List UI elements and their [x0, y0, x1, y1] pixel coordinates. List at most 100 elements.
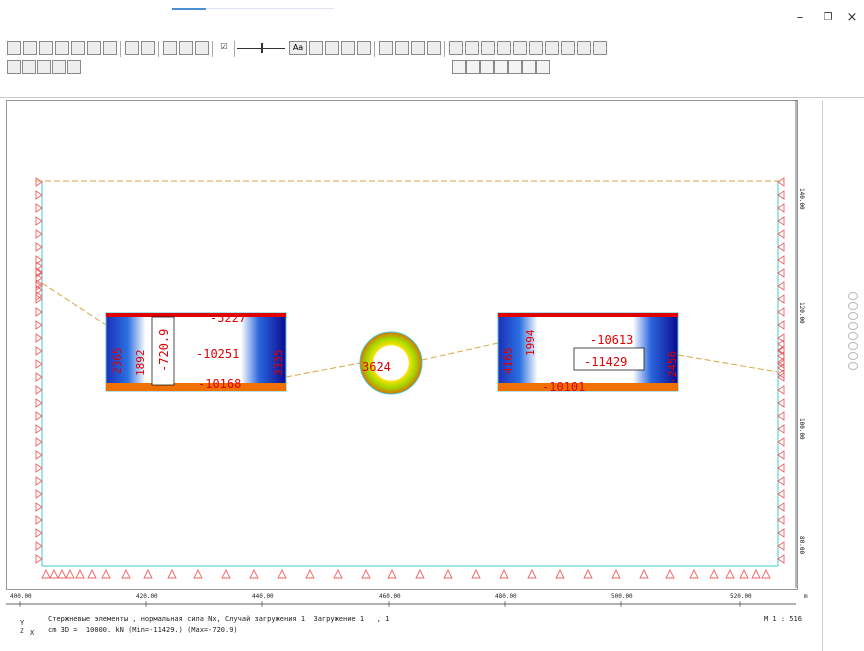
star-icon[interactable]	[52, 60, 66, 74]
axis-icon[interactable]	[55, 41, 69, 55]
table-icon[interactable]	[7, 60, 21, 74]
cube-icon[interactable]	[22, 60, 36, 74]
bottom-support-icon	[639, 568, 649, 579]
stress-icon[interactable]	[449, 41, 463, 55]
link-line	[677, 354, 779, 373]
checkbox-icon[interactable]: ☑	[220, 42, 228, 51]
font-icon[interactable]: Aa	[289, 41, 307, 55]
mark-icon[interactable]	[577, 41, 591, 55]
y-tick-label: 140.00	[798, 188, 805, 210]
minimize-button[interactable]: –	[796, 10, 804, 25]
left-support-icon	[35, 463, 43, 473]
bottom-support-icon	[75, 568, 85, 579]
bottom-support-icon	[689, 568, 699, 579]
bottom-support-icon	[665, 568, 675, 579]
mosaic-icon[interactable]	[395, 41, 409, 55]
undo-icon[interactable]	[125, 41, 139, 55]
graph-icon[interactable]	[411, 41, 425, 55]
view-front-icon[interactable]	[163, 41, 177, 55]
right-support-icon	[777, 255, 785, 265]
axis-arrow-icon[interactable]	[325, 41, 339, 55]
save-icon[interactable]	[357, 41, 371, 55]
bottom-support-icon	[249, 568, 259, 579]
left-support-icon	[35, 411, 43, 421]
toolbar-separator	[234, 41, 235, 57]
right-support-icon	[777, 541, 785, 551]
bottom-support-icon	[49, 568, 59, 579]
left-support-icon	[35, 261, 43, 271]
label-icon[interactable]	[481, 41, 495, 55]
close-button[interactable]: ×	[846, 10, 858, 25]
zoom-slider-thumb[interactable]	[261, 43, 263, 53]
side-panel-scroll-icons[interactable]	[848, 292, 858, 370]
bottom-support-icon	[751, 568, 761, 579]
palette-icon[interactable]	[87, 41, 101, 55]
x-tick-label: 400.00	[10, 593, 32, 600]
fill-icon[interactable]	[466, 60, 480, 74]
bottom-support-icon	[611, 568, 621, 579]
view-top-icon[interactable]	[195, 41, 209, 55]
dim-icon[interactable]	[513, 41, 527, 55]
arrows-icon[interactable]	[529, 41, 543, 55]
delete-icon[interactable]	[103, 41, 117, 55]
value-label: 4165	[502, 348, 515, 375]
toolbar-divider	[0, 97, 864, 98]
grid-icon[interactable]	[71, 41, 85, 55]
right-support-icon	[777, 351, 785, 361]
value-label: -10613	[590, 333, 633, 347]
restore-button[interactable]: ❐	[823, 12, 833, 23]
right-support-icon	[777, 242, 785, 252]
active-tab-indicator[interactable]	[172, 8, 206, 10]
left-support-icon	[35, 437, 43, 447]
right-support-icon	[777, 489, 785, 499]
flag-icon[interactable]	[67, 60, 81, 74]
redo-icon[interactable]	[141, 41, 155, 55]
curve-icon[interactable]	[545, 41, 559, 55]
left-support-icon	[35, 489, 43, 499]
shape-icon[interactable]	[522, 60, 536, 74]
value-label: 1892	[134, 350, 147, 377]
left-support-icon	[35, 267, 43, 277]
status-line-1: Стержневые элементы , нормальная сила Nx…	[48, 615, 390, 623]
bottom-support-icon	[415, 568, 425, 579]
right-support-icon	[777, 177, 785, 187]
node-select-icon[interactable]	[23, 41, 37, 55]
left-support-icon	[35, 242, 43, 252]
value-label: -10168	[198, 377, 241, 391]
step-icon[interactable]	[494, 60, 508, 74]
bottom-support-icon	[471, 568, 481, 579]
x-axis-ticks: 400.00 420.00 440.00 460.00 480.00 500.00 520.…	[10, 593, 808, 607]
filter-icon[interactable]	[465, 41, 479, 55]
bottom-support-icon	[57, 568, 67, 579]
arc-icon[interactable]	[480, 60, 494, 74]
left-support-icon	[35, 528, 43, 538]
bottom-support-icon	[361, 568, 371, 579]
settings-icon[interactable]	[427, 41, 441, 55]
corner-icon[interactable]	[508, 60, 522, 74]
element-select-icon[interactable]	[39, 41, 53, 55]
load-icon[interactable]	[497, 41, 511, 55]
view-side-icon[interactable]	[179, 41, 193, 55]
left-support-icon	[35, 385, 43, 395]
diagram-icon[interactable]	[561, 41, 575, 55]
cup-icon[interactable]	[536, 60, 550, 74]
left-support-icon	[35, 177, 43, 187]
right-support-icon	[777, 476, 785, 486]
line-icon[interactable]	[452, 60, 466, 74]
bottom-support-icon	[499, 568, 509, 579]
circle-section	[359, 331, 423, 395]
right-support-icon	[777, 281, 785, 291]
cursor-icon[interactable]	[7, 41, 21, 55]
right-support-icon	[777, 345, 785, 355]
left-support-icon	[35, 279, 43, 289]
render-icon[interactable]	[341, 41, 355, 55]
colors-icon[interactable]	[379, 41, 393, 55]
scale-icon[interactable]	[309, 41, 323, 55]
x-tick-label: 500.00	[611, 593, 633, 600]
side-panel[interactable]	[822, 100, 864, 651]
grid-view-icon[interactable]	[37, 60, 51, 74]
left-support-icon	[35, 291, 43, 301]
cross-icon[interactable]	[593, 41, 607, 55]
value-label: 3624	[362, 360, 391, 374]
